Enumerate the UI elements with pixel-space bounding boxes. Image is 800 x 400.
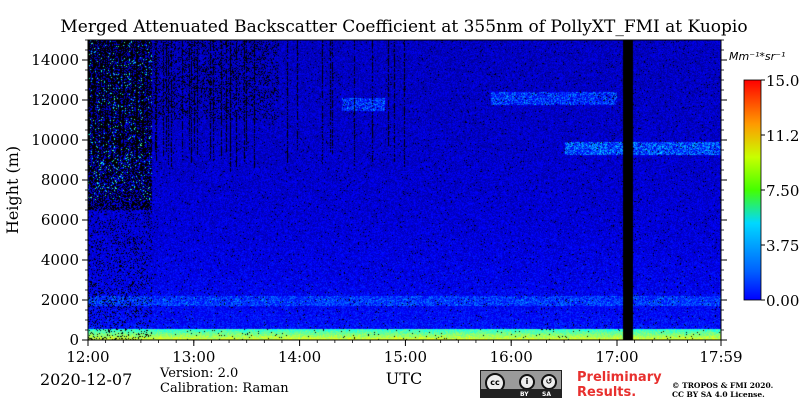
- footer-version: Version: 2.0: [159, 366, 238, 381]
- preliminary-line-2: Results.: [577, 385, 636, 400]
- x-axis-label: UTC: [386, 369, 422, 388]
- x-tick-label: 14:00: [278, 348, 321, 366]
- colorbar-tick-label: 3.75: [766, 237, 799, 255]
- colorbar-tick-label: 0.00: [766, 292, 799, 310]
- y-tick-label: 6000: [41, 211, 79, 229]
- cc-sa-label: SA: [542, 391, 551, 398]
- colorbar: Mm⁻¹*sr⁻¹ 0.00 3.75 7.50 11.25 15.00: [729, 50, 800, 310]
- y-tick-label: 12000: [31, 91, 79, 109]
- by-icon: i: [519, 374, 535, 390]
- plot-area: [87, 39, 722, 341]
- y-tick-label: 2000: [41, 291, 79, 309]
- x-tick-label: 17:59: [699, 348, 742, 366]
- y-tick-label: 14000: [31, 51, 79, 69]
- preliminary-line-1: Preliminary: [577, 370, 662, 385]
- colorbar-gradient: [743, 79, 762, 301]
- cc-by-label: BY: [520, 391, 529, 398]
- footer-date: 2020-12-07: [40, 370, 132, 389]
- cc-license-badge: cc i ↺ BY SA: [480, 370, 562, 398]
- y-tick-label: 8000: [41, 171, 79, 189]
- sa-icon: ↺: [541, 374, 557, 390]
- y-axis-label: Height (m): [3, 146, 22, 234]
- colorbar-tick-label: 7.50: [766, 182, 799, 200]
- colorbar-ticks: 0.00 3.75 7.50 11.25 15.00: [761, 72, 800, 310]
- x-tick-label: 16:00: [490, 348, 533, 366]
- colorbar-tick-label: 11.25: [766, 127, 800, 145]
- x-tick-label: 17:00: [595, 348, 638, 366]
- colorbar-unit: Mm⁻¹*sr⁻¹: [729, 50, 785, 63]
- x-tick-label: 15:00: [384, 348, 427, 366]
- footer-calibration: Calibration: Raman: [160, 381, 289, 396]
- x-axis: 12:00 13:00 14:00 15:00 16:00 17:00 17:59: [66, 340, 743, 366]
- chart-title: Merged Attenuated Backscatter Coefficien…: [60, 17, 747, 37]
- colorbar-tick-label: 15.00: [766, 72, 800, 90]
- copyright-line-1: © TROPOS & FMI 2020.: [672, 381, 773, 390]
- x-tick-label: 13:00: [172, 348, 215, 366]
- y-axis: 0 2000 4000 6000 8000 10000 12000 14000: [31, 39, 727, 349]
- y-tick-label: 4000: [41, 251, 79, 269]
- y-tick-label: 10000: [31, 131, 79, 149]
- copyright-line-2: CC BY SA 4.0 License.: [672, 390, 765, 399]
- heatmap: [88, 40, 721, 340]
- y-tick-label: 0: [69, 331, 79, 349]
- x-tick-label: 12:00: [66, 348, 109, 366]
